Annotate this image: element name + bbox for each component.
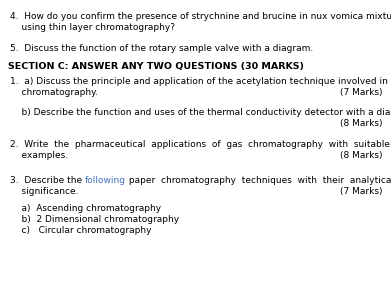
Text: a)  Ascending chromatography: a) Ascending chromatography bbox=[10, 204, 161, 213]
Text: 4.  How do you confirm the presence of strychnine and brucine in nux vomica mixt: 4. How do you confirm the presence of st… bbox=[10, 12, 391, 21]
Text: following: following bbox=[85, 176, 126, 185]
Text: (7 Marks): (7 Marks) bbox=[341, 88, 383, 97]
Text: (8 Marks): (8 Marks) bbox=[341, 151, 383, 160]
Text: using thin layer chromatography?: using thin layer chromatography? bbox=[10, 23, 175, 32]
Text: examples.: examples. bbox=[10, 151, 68, 160]
Text: c)   Circular chromatography: c) Circular chromatography bbox=[10, 226, 151, 235]
Text: 5.  Discuss the function of the rotary sample valve with a diagram.: 5. Discuss the function of the rotary sa… bbox=[10, 44, 313, 53]
Text: paper  chromatography  techniques  with  their  analytical: paper chromatography techniques with the… bbox=[126, 176, 391, 185]
Text: 2.  Write  the  pharmaceutical  applications  of  gas  chromatography  with  sui: 2. Write the pharmaceutical applications… bbox=[10, 140, 390, 149]
Text: 3.  Describe the: 3. Describe the bbox=[10, 176, 85, 185]
Text: significance.: significance. bbox=[10, 187, 79, 196]
Text: SECTION C: ANSWER ANY TWO QUESTIONS (30 MARKS): SECTION C: ANSWER ANY TWO QUESTIONS (30 … bbox=[8, 62, 304, 71]
Text: (7 Marks): (7 Marks) bbox=[341, 187, 383, 196]
Text: b)  2 Dimensional chromatography: b) 2 Dimensional chromatography bbox=[10, 215, 179, 224]
Text: chromatography.: chromatography. bbox=[10, 88, 98, 97]
Text: b) Describe the function and uses of the thermal conductivity detector with a di: b) Describe the function and uses of the… bbox=[10, 108, 391, 117]
Text: (8 Marks): (8 Marks) bbox=[341, 119, 383, 128]
Text: 1.  a) Discuss the principle and application of the acetylation technique involv: 1. a) Discuss the principle and applicat… bbox=[10, 77, 391, 86]
